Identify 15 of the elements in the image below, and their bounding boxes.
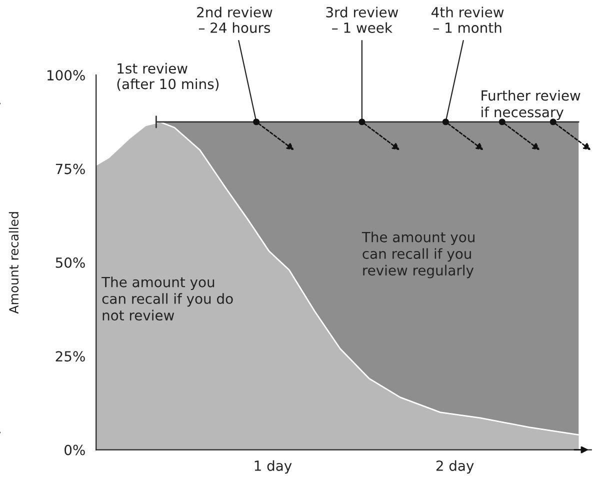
y-tick-label: 75% bbox=[56, 164, 85, 174]
annotation: 3rd review – 1 week bbox=[326, 6, 398, 34]
y-axis-title: Amount recalled bbox=[8, 212, 19, 314]
x-tick-label: 2 day bbox=[436, 460, 474, 474]
annotation: 4th review – 1 month bbox=[432, 6, 504, 34]
annotation: 2nd review – 24 hours bbox=[197, 6, 272, 34]
annotation: 1st review (after 10 mins) bbox=[117, 62, 219, 91]
x-tick-label: 1 day bbox=[254, 460, 292, 474]
y-tick-label: 50% bbox=[56, 257, 85, 268]
annotation: The amount you can recall if you do not review bbox=[102, 276, 233, 321]
annotation: The amount you can recall if you review regularly bbox=[362, 232, 474, 278]
y-tick-label: 25% bbox=[56, 351, 85, 362]
annotation: Further review if necessary bbox=[482, 90, 580, 120]
y-tick-label: 0% bbox=[64, 444, 85, 456]
y-tick-label: 100% bbox=[48, 70, 85, 81]
